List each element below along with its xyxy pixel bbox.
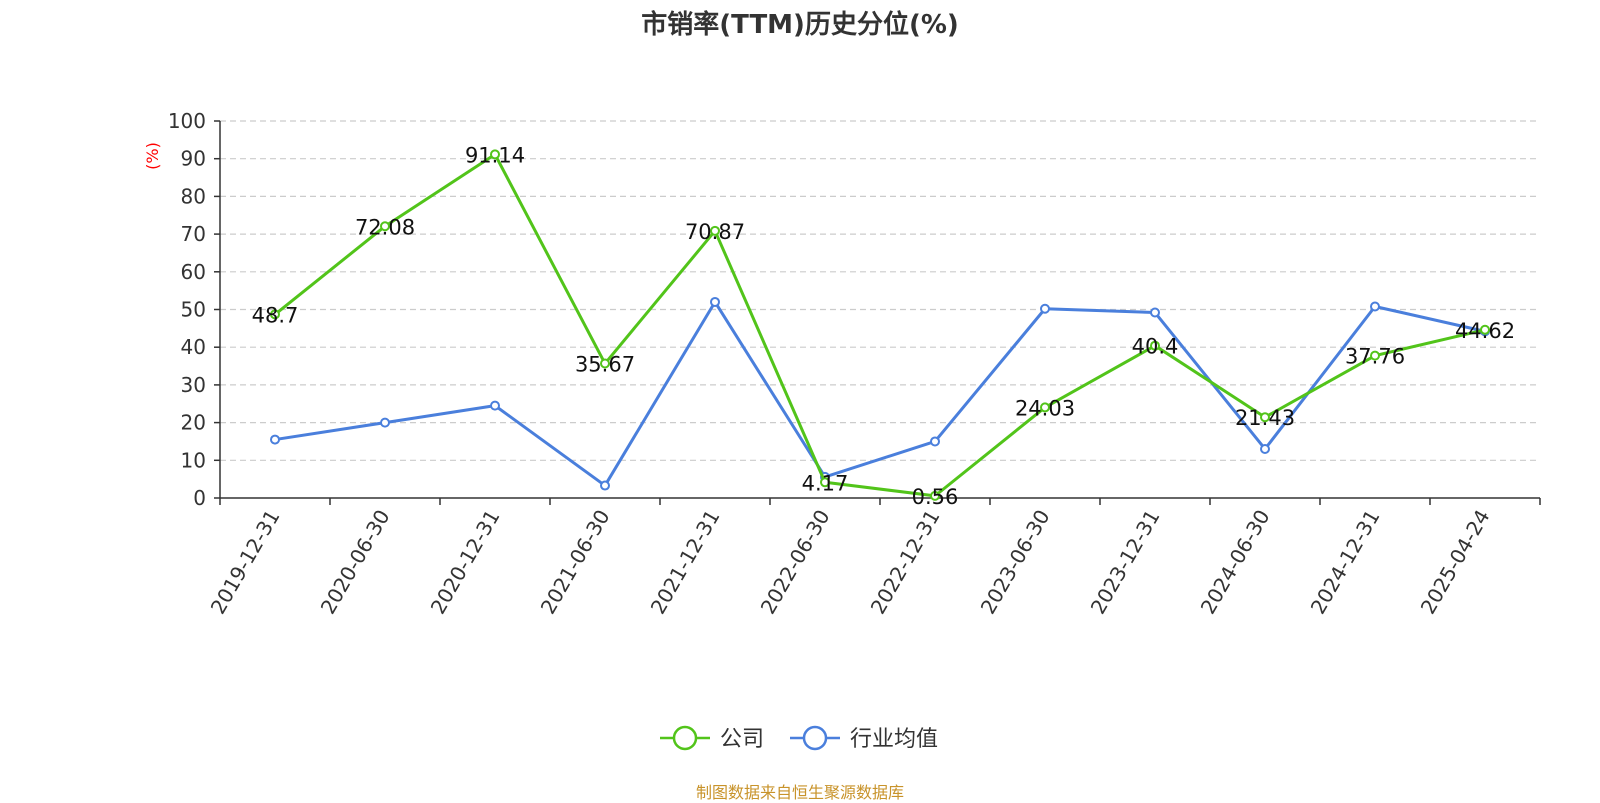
data-point-0 [380,221,390,232]
data-point-0 [710,225,720,236]
gridlines [220,120,1540,461]
data-label: 21.43 [1235,406,1295,430]
y-tick-label: 20 [181,411,206,435]
x-tick-label: 2022-12-31 [866,506,945,619]
legend: 公司 行业均值 [660,725,938,752]
data-label: 44.62 [1455,319,1515,343]
data-point-1 [710,296,720,307]
y-axis-label: (%) [143,142,162,170]
data-label: 40.4 [1132,335,1179,359]
x-tick-label: 2021-06-30 [536,506,615,619]
data-label: 91.14 [465,143,525,167]
x-tick-label: 2025-04-24 [1416,506,1495,619]
data-label: 48.7 [252,303,299,327]
x-tick-label: 2024-12-31 [1306,506,1385,619]
data-point-0 [1150,340,1160,351]
data-point-0 [820,477,830,488]
data-point-0 [600,358,610,369]
y-tick-label: 40 [181,335,206,359]
legend-label: 行业均值 [850,727,938,752]
y-tick-label: 70 [181,222,206,246]
data-label: 37.76 [1345,345,1405,369]
data-point-0 [1260,412,1270,423]
y-tick-label: 80 [181,184,206,208]
legend-label: 公司 [720,727,764,752]
series-line-1 [274,300,1486,488]
x-tick-label: 2019-12-31 [206,506,285,619]
x-tick-label: 2023-06-30 [976,506,1055,619]
data-point-1 [1150,307,1160,318]
x-tick-label: 2024-06-30 [1196,506,1275,619]
axes: 0 10 20 30 40 50 60 70 80 90 100 2019-12-31 2020-06-… [168,109,1541,619]
data-point-0 [1370,350,1380,361]
data-point-1 [1040,303,1050,314]
data-label: 72.08 [355,215,415,239]
data-point-0 [930,490,940,501]
legend-marker [802,725,828,751]
data-label: 35.67 [575,353,635,377]
y-tick-label: 30 [181,373,206,397]
series-line-0 [274,152,1486,498]
chart-title: 市销率(TTM)历史分位(%) [641,10,959,40]
x-tick-label: 2022-06-30 [756,506,835,619]
data-point-0 [270,309,280,320]
data-point-0 [1480,324,1490,335]
legend-marker [672,725,698,751]
data-point-1 [270,434,280,445]
x-tick-label: 2023-12-31 [1086,506,1165,619]
data-point-0 [1040,402,1050,413]
x-tick-label: 2020-06-30 [316,506,395,619]
y-tick-label: 60 [181,260,206,284]
data-point-1 [1260,443,1270,454]
data-point-1 [600,480,610,491]
y-tick-label: 100 [168,109,206,133]
source-note: 制图数据来自恒生聚源数据库 [695,783,904,802]
data-label: 0.56 [912,485,959,509]
data-point-1 [490,400,500,411]
x-tick-label: 2020-12-31 [426,506,505,619]
y-tick-label: 50 [181,298,206,322]
x-tick-label: 2021-12-31 [646,506,725,619]
data-point-1 [930,436,940,447]
data-labels: 48.7 72.08 91.14 35.67 70.87 4.17 0.56 24.03 40.… [252,143,1515,508]
data-point-1 [380,417,390,428]
data-point-0 [490,149,500,160]
data-label: 70.87 [685,220,745,244]
data-label: 24.03 [1015,396,1075,420]
data-label: 4.17 [802,471,849,495]
data-point-1 [1370,301,1380,312]
y-tick-label: 0 [193,486,206,510]
y-tick-label: 10 [181,448,206,472]
series [270,149,1490,501]
y-tick-label: 90 [181,147,206,171]
